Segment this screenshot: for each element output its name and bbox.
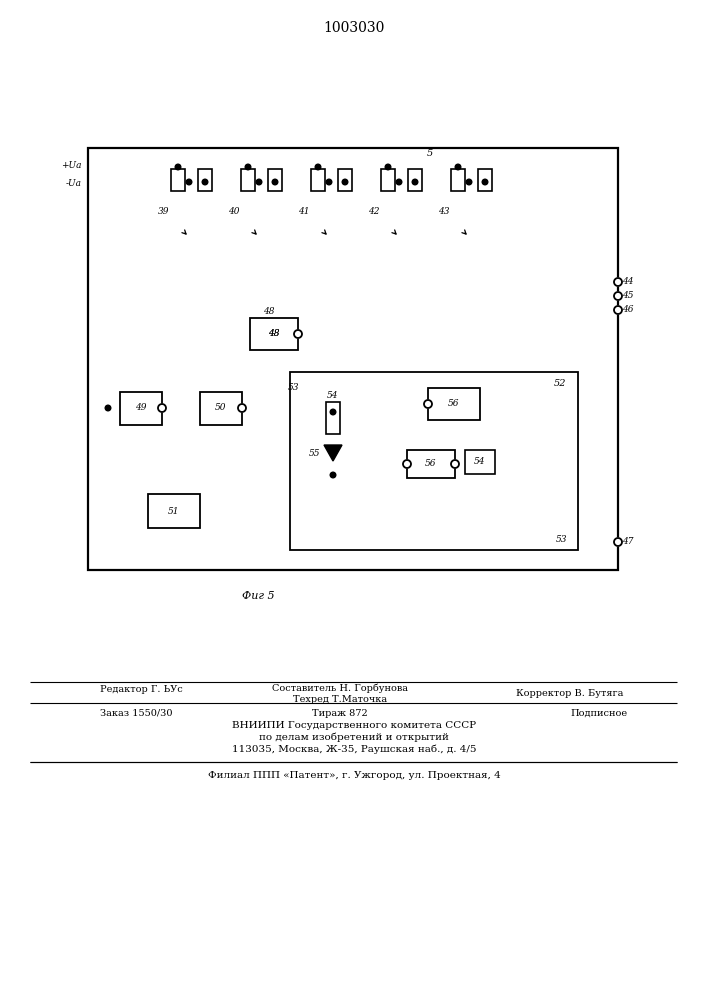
- Circle shape: [614, 278, 622, 286]
- Text: 50: 50: [215, 403, 227, 412]
- Circle shape: [330, 409, 336, 415]
- Text: 54: 54: [327, 390, 339, 399]
- Bar: [465, 450, 495, 474]
- Text: Составитель Н. Горбунова: Составитель Н. Горбунова: [272, 683, 408, 693]
- Circle shape: [614, 292, 622, 300]
- Bar: [171, 169, 185, 191]
- Bar: [268, 169, 282, 191]
- Text: Корректор В. Бутяга: Корректор В. Бутяга: [516, 690, 624, 698]
- Circle shape: [105, 405, 111, 411]
- Bar: [451, 169, 465, 191]
- Circle shape: [186, 179, 192, 185]
- Bar: [408, 169, 422, 191]
- Text: +Uа: +Uа: [62, 160, 82, 169]
- Bar: [478, 169, 492, 191]
- Circle shape: [466, 179, 472, 185]
- Circle shape: [202, 179, 208, 185]
- Text: 42: 42: [368, 207, 380, 216]
- Text: 41: 41: [298, 207, 310, 216]
- Bar: [407, 450, 455, 478]
- Text: Тираж 872: Тираж 872: [312, 708, 368, 718]
- Circle shape: [614, 538, 622, 546]
- Text: 46: 46: [622, 306, 633, 314]
- Text: 48: 48: [268, 330, 280, 338]
- Polygon shape: [324, 445, 342, 461]
- Circle shape: [451, 460, 459, 468]
- Circle shape: [315, 164, 321, 170]
- Text: 53: 53: [288, 383, 300, 392]
- Text: Фиг 5: Фиг 5: [242, 591, 274, 601]
- Text: 44: 44: [622, 277, 633, 286]
- Circle shape: [482, 179, 488, 185]
- Circle shape: [238, 404, 246, 412]
- Text: 43: 43: [438, 207, 450, 216]
- Circle shape: [294, 330, 302, 338]
- Bar: [241, 169, 255, 191]
- Bar: [250, 318, 298, 350]
- Bar: [88, 148, 618, 570]
- Circle shape: [326, 179, 332, 185]
- Bar: [290, 372, 578, 550]
- Circle shape: [158, 404, 166, 412]
- Text: 40: 40: [228, 207, 240, 216]
- Text: 45: 45: [622, 292, 633, 300]
- Text: 53: 53: [556, 536, 568, 544]
- Text: 48: 48: [268, 330, 280, 338]
- Circle shape: [412, 179, 418, 185]
- Text: ВНИИПИ Государственного комитета СССР: ВНИИПИ Государственного комитета СССР: [232, 720, 476, 730]
- Bar: [326, 402, 340, 434]
- Bar: [200, 392, 242, 425]
- Circle shape: [175, 164, 181, 170]
- Text: Филиал ППП «Патент», г. Ужгород, ул. Проектная, 4: Филиал ППП «Патент», г. Ужгород, ул. Про…: [208, 772, 501, 780]
- Text: 39: 39: [158, 207, 170, 216]
- Text: 55: 55: [309, 448, 321, 458]
- Text: 51: 51: [168, 506, 180, 516]
- Text: 1003030: 1003030: [323, 21, 385, 35]
- Text: 56: 56: [448, 399, 460, 408]
- Text: 56: 56: [425, 460, 437, 468]
- Text: 48: 48: [263, 306, 275, 316]
- Circle shape: [396, 179, 402, 185]
- Text: 113035, Москва, Ж-35, Раушская наб., д. 4/5: 113035, Москва, Ж-35, Раушская наб., д. …: [232, 744, 477, 754]
- Text: 49: 49: [135, 403, 147, 412]
- Circle shape: [342, 179, 348, 185]
- Text: Редактор Г. ЬУс: Редактор Г. ЬУс: [100, 686, 182, 694]
- Text: 5: 5: [427, 149, 433, 158]
- Text: -Uа: -Uа: [66, 180, 82, 188]
- Text: 54: 54: [474, 458, 486, 466]
- Bar: [311, 169, 325, 191]
- Text: по делам изобретений и открытий: по делам изобретений и открытий: [259, 732, 449, 742]
- Bar: [198, 169, 212, 191]
- Circle shape: [256, 179, 262, 185]
- Text: Заказ 1550/30: Заказ 1550/30: [100, 708, 173, 718]
- Bar: [148, 494, 200, 528]
- Circle shape: [403, 460, 411, 468]
- Bar: [381, 169, 395, 191]
- Text: 52: 52: [554, 379, 566, 388]
- Circle shape: [385, 164, 391, 170]
- Circle shape: [614, 306, 622, 314]
- Circle shape: [330, 472, 336, 478]
- Circle shape: [245, 164, 251, 170]
- Circle shape: [455, 164, 461, 170]
- Bar: [338, 169, 352, 191]
- Circle shape: [424, 400, 432, 408]
- Text: 47: 47: [622, 538, 633, 546]
- Bar: [120, 392, 162, 425]
- Circle shape: [272, 179, 278, 185]
- Text: Техред Т.Маточка: Техред Т.Маточка: [293, 694, 387, 704]
- Bar: [428, 388, 480, 420]
- Text: Подписное: Подписное: [570, 708, 627, 718]
